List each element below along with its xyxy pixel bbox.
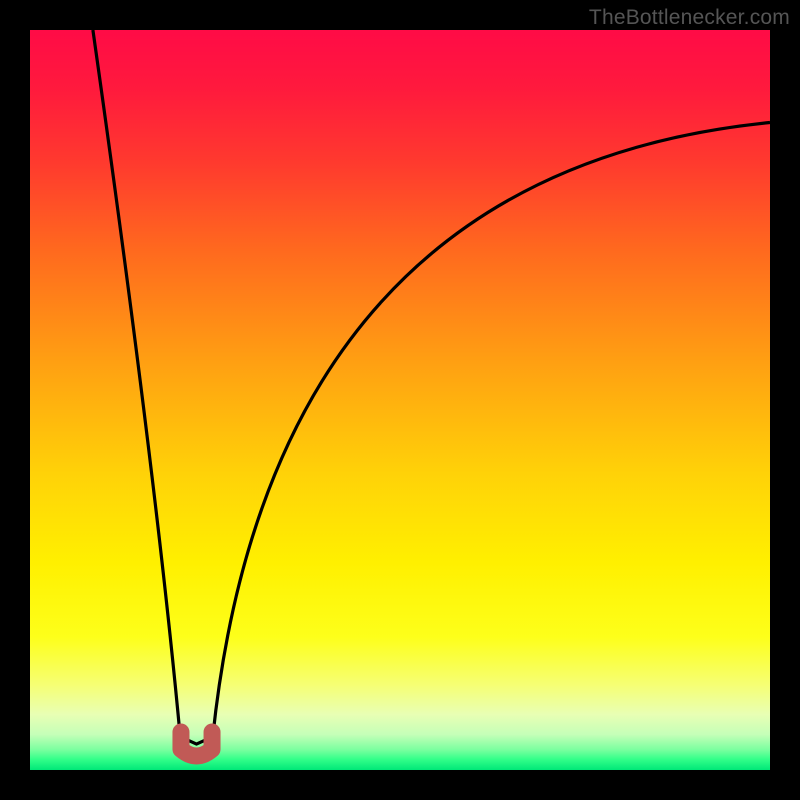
bottleneck-chart: [0, 0, 800, 800]
stage: TheBottlenecker.com: [0, 0, 800, 800]
